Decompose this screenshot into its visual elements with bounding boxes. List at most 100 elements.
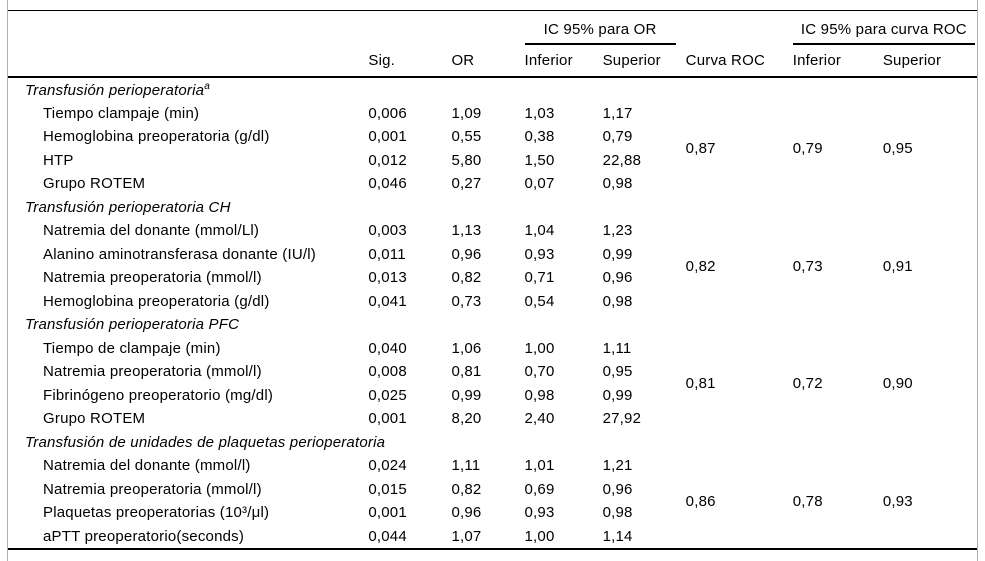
or-value: 1,13 <box>451 222 482 240</box>
ic-roc-superior-value: 0,91 <box>882 257 913 275</box>
section-title: Transfusión perioperatoriaa <box>8 77 977 102</box>
table-row: Tiempo de clampaje (min) 0,040 1,06 1,00… <box>8 337 977 392</box>
group-header-ic-or: IC 95% para OR <box>524 11 686 45</box>
table-row: Natremia preoperatoria (mmol/l) 0,015 0,… <box>8 478 977 502</box>
ic-roc-superior-value: 0,90 <box>882 375 913 392</box>
sig-value: 0,011 <box>368 245 406 263</box>
row-label: aPTT preoperatorio(seconds) <box>43 527 245 545</box>
ic-or-inferior-value: 1,00 <box>524 527 555 545</box>
table-row: Hemoglobina preoperatoria (g/dl) 0,001 0… <box>8 125 977 149</box>
sig-value: 0,041 <box>368 292 407 310</box>
table-row: Natremia del donante (mmol/Ll) 0,003 1,1… <box>8 219 977 274</box>
row-label: Natremia del donante (mmol/Ll) <box>43 222 260 240</box>
table-row: Grupo ROTEM 0,001 8,20 2,40 27,92 <box>8 407 977 431</box>
sig-value: 0,003 <box>368 222 407 240</box>
ic-roc-superior-value: 0,95 <box>882 140 913 157</box>
blank-header-cell <box>8 45 369 78</box>
ic-or-inferior-value: 0,38 <box>524 128 555 146</box>
ic-or-inferior-value: 1,50 <box>524 151 555 169</box>
row-label: Natremia preoperatoria (mmol/l) <box>43 269 262 287</box>
ic-or-superior-value: 1,23 <box>602 222 633 240</box>
ic-or-superior-value: 22,88 <box>602 151 642 169</box>
section-title: Transfusión perioperatoria CH <box>8 196 977 220</box>
curva-roc-value: 0,86 <box>685 492 716 510</box>
ic-or-superior-value: 0,95 <box>602 363 633 381</box>
row-label: Natremia del donante (mmol/l) <box>43 457 251 475</box>
ic-or-superior-value: 0,98 <box>602 504 633 522</box>
ic-roc-inferior-value: 0,79 <box>792 140 823 157</box>
ic-or-inferior-value: 2,40 <box>524 410 555 428</box>
row-label: Tiempo clampaje (min) <box>43 104 200 122</box>
ic-or-superior-value: 0,98 <box>602 175 633 193</box>
ic-or-superior-value: 0,99 <box>602 245 633 263</box>
sig-value: 0,015 <box>368 480 407 498</box>
curva-roc-value: 0,82 <box>685 257 716 275</box>
ic-roc-inferior-value: 0,72 <box>792 375 823 392</box>
ic-roc-inferior-value: 0,73 <box>792 257 823 275</box>
section-header-row: Transfusión perioperatoriaa <box>8 77 977 102</box>
row-label: Grupo ROTEM <box>43 175 146 193</box>
ic-or-inferior-value: 0,54 <box>524 292 555 310</box>
section-title: Transfusión de unidades de plaquetas per… <box>8 431 977 455</box>
or-value: 1,07 <box>451 527 482 545</box>
ic-or-superior-value: 1,21 <box>602 457 633 475</box>
sig-value: 0,006 <box>368 104 407 122</box>
sig-value: 0,012 <box>368 151 407 169</box>
sig-value: 0,046 <box>368 175 407 193</box>
sig-value: 0,040 <box>368 339 407 357</box>
or-value: 8,20 <box>451 410 482 428</box>
sig-value: 0,025 <box>368 386 407 404</box>
or-value: 0,55 <box>451 128 482 146</box>
ic-or-inferior-value: 0,07 <box>524 175 555 193</box>
footnote-marker: a <box>204 80 210 92</box>
sig-value: 0,001 <box>368 504 407 522</box>
table-row: aPTT preoperatorio(seconds) 0,044 1,07 1… <box>8 525 977 550</box>
ic-or-superior-value: 1,17 <box>602 104 633 122</box>
row-label: Tiempo de clampaje (min) <box>43 339 221 357</box>
sig-value: 0,001 <box>368 410 407 428</box>
ic-or-superior-value: 0,96 <box>602 480 633 498</box>
sig-value: 0,024 <box>368 457 407 475</box>
ic-or-inferior-value: 0,70 <box>524 363 555 381</box>
row-label: HTP <box>43 151 74 169</box>
results-table: IC 95% para OR IC 95% para curva ROC Sig… <box>8 10 977 550</box>
sig-value: 0,013 <box>368 269 407 287</box>
or-value: 0,99 <box>451 386 482 404</box>
ic-or-inferior-value: 0,69 <box>524 480 555 498</box>
column-header-ic-roc-inferior: Inferior <box>792 45 883 78</box>
column-header-ic-roc-superior: Superior <box>882 45 977 78</box>
ic-roc-superior-value: 0,93 <box>882 492 913 510</box>
or-value: 1,11 <box>451 457 481 475</box>
ic-or-inferior-value: 0,93 <box>524 245 555 263</box>
ic-or-superior-value: 0,99 <box>602 386 633 404</box>
ic-or-superior-value: 1,11 <box>602 339 632 357</box>
ic-or-inferior-value: 1,03 <box>524 104 555 122</box>
row-label: Natremia preoperatoria (mmol/l) <box>43 363 262 381</box>
table-row: Grupo ROTEM 0,046 0,27 0,07 0,98 <box>8 172 977 196</box>
column-header-or: OR <box>451 45 525 78</box>
column-header-sig: Sig. <box>368 45 452 78</box>
blank-header-cell <box>686 11 793 46</box>
or-value: 5,80 <box>451 151 482 169</box>
sig-value: 0,044 <box>368 527 407 545</box>
sig-value: 0,001 <box>368 128 407 146</box>
row-label: Grupo ROTEM <box>43 410 146 428</box>
ic-or-inferior-value: 1,01 <box>524 457 555 475</box>
column-header-ic-or-inferior: Inferior <box>524 45 603 78</box>
table-row: Plaquetas preoperatorias (10³/μl) 0,001 … <box>8 501 977 525</box>
or-value: 0,82 <box>451 480 482 498</box>
table-row: Hemoglobina preoperatoria (g/dl) 0,041 0… <box>8 290 977 314</box>
column-header-ic-or-superior: Superior <box>602 45 686 78</box>
table-row: Tiempo clampaje (min) 0,006 1,09 1,03 1,… <box>8 102 977 157</box>
table-row: Natremia preoperatoria (mmol/l) 0,013 0,… <box>8 266 977 290</box>
row-label: Alanino aminotransferasa donante (IU/l) <box>43 245 316 263</box>
section-header-row: Transfusión perioperatoria PFC <box>8 313 977 337</box>
sig-value: 0,008 <box>368 363 407 381</box>
row-label: Hemoglobina preoperatoria (g/dl) <box>43 292 270 310</box>
or-value: 0,73 <box>451 292 482 310</box>
curva-roc-value: 0,81 <box>685 375 716 392</box>
section-header-row: Transfusión de unidades de plaquetas per… <box>8 431 977 455</box>
ic-or-inferior-value: 0,93 <box>524 504 555 522</box>
section-title-text: Transfusión perioperatoria PFC <box>25 316 240 334</box>
or-value: 0,27 <box>451 175 482 193</box>
